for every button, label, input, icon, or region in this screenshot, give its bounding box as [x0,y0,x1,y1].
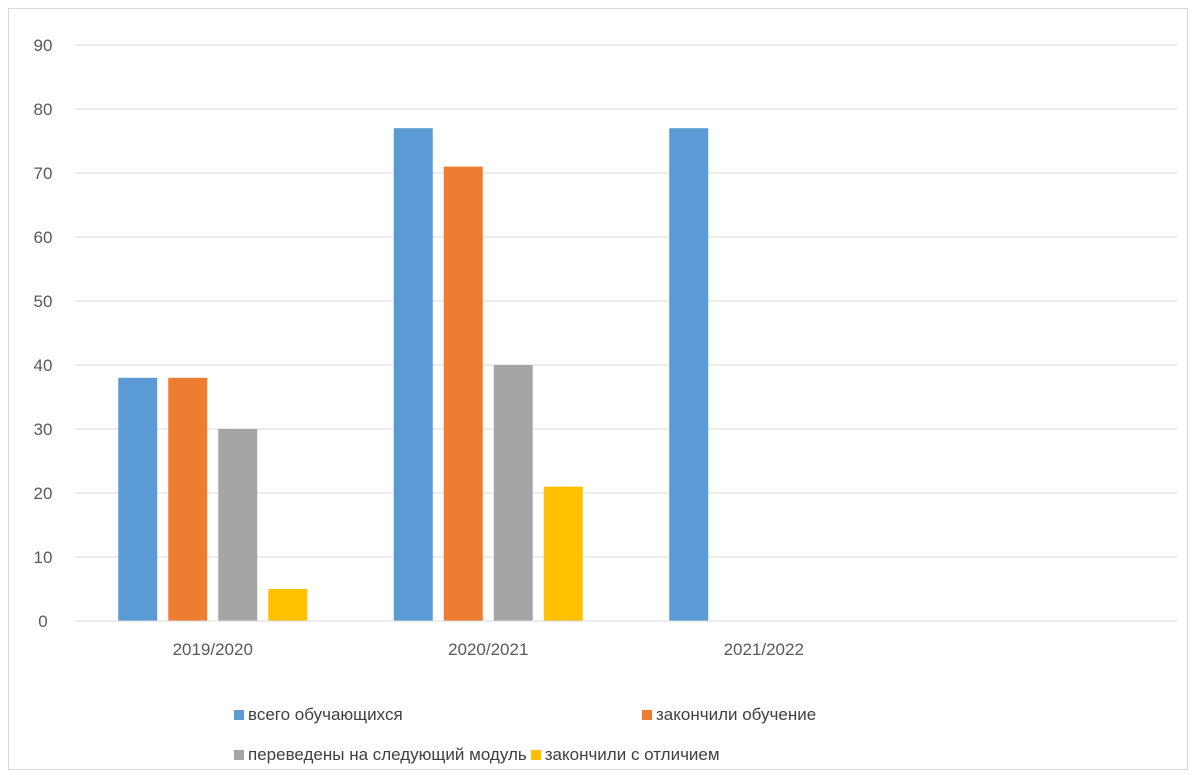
bar-4-2019-2020 [268,589,308,621]
legend-swatch-series-3 [234,750,244,760]
bar-1-2019-2020 [118,377,158,621]
legend-item-series-2: закончили обучение [642,705,816,725]
legend-swatch-series-4 [530,750,541,760]
legend-label-series-4: закончили с отличием [544,745,720,764]
legend-item-series-3: переведены на следующий модуль [234,745,527,765]
gridlines [75,44,1177,558]
x-tick-label: 2020/2021 [448,640,528,659]
y-tick-label: 40 [34,356,53,375]
legend-label-series-1: всего обучающихся [248,705,403,724]
bar-3-2019-2020 [218,429,258,621]
legend-label-series-2: закончили обучение [656,705,817,724]
chart-frame: 0 10 20 30 40 50 60 70 80 90 2019/2020 2020/2021 20… [8,8,1188,770]
y-tick-label: 60 [34,228,53,247]
y-tick-label: 10 [34,548,53,567]
legend-item-series-1: всего обучающихся [234,705,642,725]
y-axis-ticks: 0 10 20 30 40 50 60 70 80 90 [34,36,53,631]
legend-row: переведены на следующий модуль закончили… [234,735,894,775]
bar-1-2021-2022 [669,128,709,621]
legend-row: всего обучающихся закончили обучение [234,695,894,735]
bars [118,128,709,621]
bar-1-2020-2021 [393,128,433,621]
bar-2-2020-2021 [443,166,483,621]
y-tick-label: 20 [34,484,53,503]
y-tick-label: 90 [34,36,53,55]
y-tick-label: 0 [38,612,47,631]
y-tick-label: 50 [34,292,53,311]
legend: всего обучающихся закончили обучение пер… [234,695,894,775]
bar-2-2019-2020 [168,377,208,621]
x-tick-label: 2021/2022 [724,640,804,659]
legend-label-series-3: переведены на следующий модуль [248,745,527,764]
y-tick-label: 80 [34,100,53,119]
legend-item-series-4: закончили с отличием [530,745,720,765]
x-axis-ticks: 2019/2020 2020/2021 2021/2022 [173,640,804,659]
bar-4-2020-2021 [543,486,583,621]
y-tick-label: 30 [34,420,53,439]
legend-swatch-series-1 [234,710,244,720]
bar-3-2020-2021 [493,365,533,621]
legend-swatch-series-2 [642,710,652,720]
x-tick-label: 2019/2020 [173,640,253,659]
y-tick-label: 70 [34,164,53,183]
